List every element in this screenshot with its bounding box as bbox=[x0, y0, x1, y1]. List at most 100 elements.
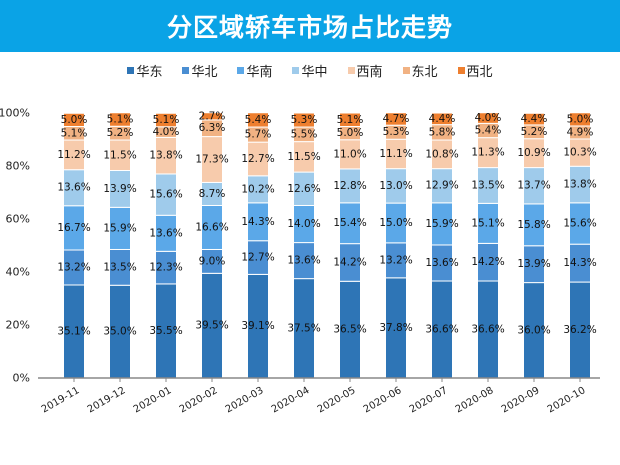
data-label: 36.5% bbox=[333, 324, 366, 336]
bar-segment bbox=[385, 112, 407, 126]
bar-segment bbox=[569, 112, 591, 127]
data-label: 9.0% bbox=[199, 255, 226, 267]
data-label: 5.0% bbox=[337, 127, 364, 139]
data-label: 36.2% bbox=[563, 324, 596, 336]
y-tick-label: 60% bbox=[6, 213, 30, 226]
legend-swatch bbox=[402, 67, 410, 74]
bar-segment bbox=[523, 112, 545, 126]
data-label: 15.9% bbox=[425, 218, 458, 230]
data-label: 4.4% bbox=[521, 113, 548, 125]
x-tick-label: 2019-12 bbox=[86, 385, 128, 415]
data-label: 12.7% bbox=[241, 153, 274, 165]
legend-item: 华北 bbox=[182, 61, 217, 80]
bar-segment bbox=[247, 112, 269, 128]
data-label: 36.0% bbox=[517, 324, 550, 336]
data-label: 39.1% bbox=[241, 320, 274, 332]
data-label: 4.0% bbox=[475, 112, 502, 124]
bar-segment bbox=[109, 112, 131, 127]
data-label: 13.8% bbox=[563, 179, 596, 191]
legend-swatch bbox=[457, 67, 465, 74]
data-label: 16.7% bbox=[57, 222, 90, 234]
data-label: 10.9% bbox=[517, 147, 550, 159]
legend-swatch bbox=[237, 67, 245, 74]
x-tick-label: 2020-08 bbox=[454, 385, 496, 415]
data-label: 15.6% bbox=[563, 218, 596, 230]
bar-segment bbox=[339, 112, 361, 128]
legend-label: 华中 bbox=[301, 65, 328, 80]
data-label: 39.5% bbox=[195, 320, 228, 332]
data-label: 12.8% bbox=[333, 180, 366, 192]
legend-label: 华南 bbox=[246, 65, 273, 80]
data-label: 13.5% bbox=[471, 179, 504, 191]
data-label: 17.3% bbox=[195, 154, 228, 166]
legend-label: 西南 bbox=[356, 65, 383, 80]
legend-item: 西南 bbox=[347, 61, 383, 80]
data-label: 5.3% bbox=[383, 126, 410, 138]
legend-label: 西北 bbox=[466, 65, 493, 80]
data-label: 5.3% bbox=[291, 114, 318, 126]
data-label: 12.7% bbox=[241, 252, 274, 264]
legend: 华东 华北 华南 华中 西南 东北 西北 bbox=[0, 61, 620, 80]
data-label: 2.7% bbox=[199, 110, 226, 122]
data-label: 5.1% bbox=[337, 114, 364, 126]
data-label: 15.0% bbox=[379, 217, 412, 229]
bar-segment bbox=[155, 112, 177, 128]
data-label: 36.6% bbox=[425, 324, 458, 336]
data-label: 4.0% bbox=[153, 126, 180, 138]
data-label: 37.8% bbox=[379, 322, 412, 334]
x-tick-label: 2019-11 bbox=[40, 385, 82, 415]
data-label: 13.5% bbox=[103, 261, 136, 273]
data-label: 11.2% bbox=[57, 149, 90, 161]
data-label: 14.0% bbox=[287, 218, 320, 230]
data-label: 11.5% bbox=[103, 149, 136, 161]
legend-item: 华南 bbox=[237, 61, 272, 80]
legend-swatch bbox=[127, 67, 135, 74]
legend-item: 华中 bbox=[292, 61, 328, 80]
legend-label: 华东 bbox=[136, 65, 163, 80]
legend-item: 西北 bbox=[457, 61, 493, 80]
bar-segment bbox=[201, 112, 223, 121]
data-label: 35.5% bbox=[149, 325, 182, 337]
data-label: 14.2% bbox=[471, 256, 504, 268]
data-label: 35.1% bbox=[57, 325, 90, 337]
y-tick-label: 80% bbox=[6, 160, 30, 173]
data-label: 13.7% bbox=[517, 180, 550, 192]
data-label: 4.9% bbox=[567, 126, 594, 138]
data-label: 15.9% bbox=[103, 222, 136, 234]
data-label: 4.7% bbox=[383, 113, 410, 125]
title-banner: 分区域轿车市场占比走势 bbox=[0, 0, 620, 52]
data-label: 5.1% bbox=[107, 113, 134, 125]
data-label: 8.7% bbox=[199, 188, 226, 200]
data-label: 13.2% bbox=[379, 254, 412, 266]
x-tick-label: 2020-02 bbox=[178, 385, 220, 415]
x-tick-label: 2020-01 bbox=[132, 385, 174, 415]
data-label: 14.3% bbox=[241, 216, 274, 228]
data-label: 5.0% bbox=[61, 114, 88, 126]
data-label: 15.4% bbox=[333, 217, 366, 229]
x-tick-label: 2020-04 bbox=[270, 385, 312, 415]
legend-label: 东北 bbox=[411, 65, 438, 80]
data-label: 10.3% bbox=[563, 147, 596, 159]
data-label: 11.5% bbox=[287, 151, 320, 163]
data-label: 15.6% bbox=[149, 189, 182, 201]
y-tick-label: 100% bbox=[0, 107, 30, 120]
data-label: 14.2% bbox=[333, 256, 366, 268]
data-label: 5.4% bbox=[245, 114, 272, 126]
legend-item: 华东 bbox=[127, 61, 162, 80]
data-label: 13.9% bbox=[103, 183, 136, 195]
data-label: 11.0% bbox=[333, 148, 366, 160]
data-label: 13.8% bbox=[149, 150, 182, 162]
bar-segment bbox=[431, 112, 453, 126]
data-label: 13.0% bbox=[379, 180, 412, 192]
data-label: 10.8% bbox=[425, 148, 458, 160]
data-label: 15.1% bbox=[471, 217, 504, 229]
bar-segment bbox=[63, 112, 85, 128]
data-label: 5.1% bbox=[153, 114, 180, 126]
data-label: 5.1% bbox=[61, 127, 88, 139]
data-label: 5.5% bbox=[291, 128, 318, 140]
data-label: 13.6% bbox=[287, 255, 320, 267]
data-label: 37.5% bbox=[287, 322, 320, 334]
data-label: 12.6% bbox=[287, 183, 320, 195]
data-label: 11.3% bbox=[471, 147, 504, 159]
